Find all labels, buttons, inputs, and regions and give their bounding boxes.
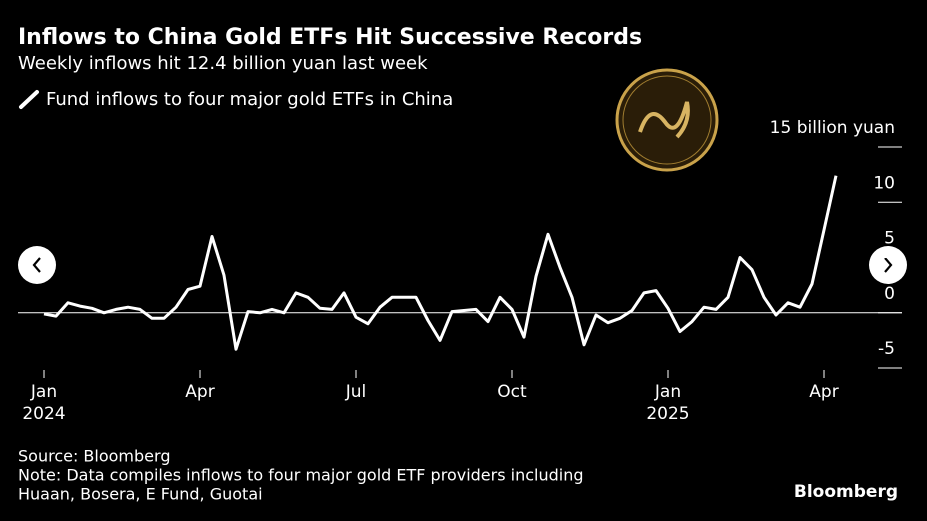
watermark-logo [615, 68, 719, 172]
x-tick-label: Jan 2025 [646, 382, 690, 424]
y-tick-label: 15 billion yuan [770, 118, 895, 138]
source: Source: Bloomberg [18, 447, 170, 466]
x-tick-label: Jul [345, 382, 367, 402]
legend-label: Fund inflows to four major gold ETFs in … [46, 89, 453, 110]
note-line: Note: Data compiles inflows to four majo… [18, 466, 584, 485]
y-tick-label: 5 [884, 229, 895, 249]
y-tick-label: 10 [873, 173, 895, 193]
chart-subtitle: Weekly inflows hit 12.4 billion yuan las… [18, 53, 428, 74]
note-line: Huaan, Bosera, E Fund, Guotai [18, 485, 263, 504]
x-tick-label: Apr [809, 382, 839, 402]
chart-title: Inflows to China Gold ETFs Hit Successiv… [18, 25, 642, 50]
legend-swatch [19, 90, 39, 109]
data-line [43, 175, 838, 351]
previous-button[interactable] [18, 246, 56, 284]
next-button[interactable] [869, 246, 907, 284]
x-tick-label: Oct [497, 382, 527, 402]
brand: Bloomberg [794, 482, 898, 502]
x-tick-label: Jan 2024 [22, 382, 66, 424]
x-tick-label: Apr [185, 382, 215, 402]
y-tick-label: 0 [884, 284, 895, 304]
y-tick-label: -5 [878, 339, 895, 359]
